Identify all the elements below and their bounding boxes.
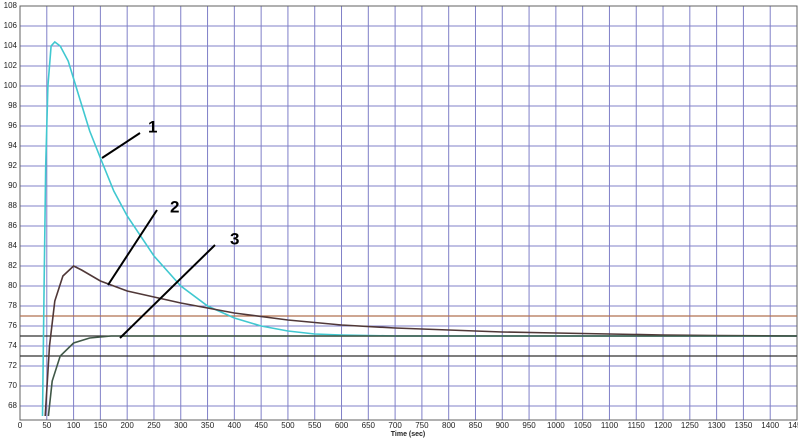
- y-tick-label: 88: [8, 201, 17, 210]
- y-tick-label: 76: [8, 321, 17, 330]
- x-tick-label: 900: [496, 421, 510, 430]
- y-tick-label: 100: [4, 81, 18, 90]
- x-tick-label: 500: [281, 421, 295, 430]
- x-tick-label: 300: [174, 421, 188, 430]
- x-tick-label: 150: [94, 421, 108, 430]
- line-series: [47, 335, 797, 417]
- x-tick-label: 1350: [735, 421, 753, 430]
- x-tick-label: 100: [67, 421, 81, 430]
- callout-line: [119, 244, 216, 339]
- callout-label: 1: [148, 117, 157, 136]
- x-axis-label: Time (sec): [391, 431, 426, 438]
- y-tick-label: 72: [8, 361, 17, 370]
- x-tick-label: 450: [254, 421, 268, 430]
- x-tick-label: 750: [415, 421, 429, 430]
- x-tick-label: 1250: [681, 421, 699, 430]
- x-tick-label: 250: [147, 421, 161, 430]
- plot-frame: [19, 5, 798, 421]
- y-tick-label: 102: [4, 61, 18, 70]
- x-tick-label: 950: [522, 421, 536, 430]
- x-tick-label: 50: [42, 421, 51, 430]
- x-tick-label: 550: [308, 421, 322, 430]
- y-tick-label: 70: [8, 381, 17, 390]
- y-tick-label: 94: [8, 141, 17, 150]
- x-tick-label: 0: [18, 421, 23, 430]
- callout-line: [101, 132, 141, 159]
- y-tick-label: 84: [8, 241, 17, 250]
- y-tick-label: 96: [8, 121, 17, 130]
- x-tick-label: 1450: [788, 421, 798, 430]
- line-series: [44, 265, 797, 417]
- x-tick-label: 1400: [761, 421, 779, 430]
- x-tick-label: 1300: [708, 421, 726, 430]
- x-tick-label: 200: [120, 421, 134, 430]
- y-tick-label: 104: [4, 41, 18, 50]
- x-tick-label: 1100: [601, 421, 619, 430]
- y-tick-label: 108: [4, 1, 18, 10]
- callout-label: 2: [170, 197, 179, 216]
- x-tick-label: 1000: [547, 421, 565, 430]
- x-tick-label: 1200: [654, 421, 672, 430]
- y-tick-label: 92: [8, 161, 17, 170]
- x-tick-label: 350: [201, 421, 215, 430]
- y-tick-label: 98: [8, 101, 17, 110]
- callout-line: [107, 209, 158, 286]
- callout-label: 3: [230, 229, 239, 248]
- y-tick-label: 82: [8, 261, 17, 270]
- x-tick-label: 800: [442, 421, 456, 430]
- x-tick-label: 400: [228, 421, 242, 430]
- x-tick-label: 850: [469, 421, 483, 430]
- y-tick-label: 90: [8, 181, 17, 190]
- x-tick-label: 1150: [628, 421, 646, 430]
- y-tick-label: 106: [4, 21, 18, 30]
- x-tick-label: 700: [388, 421, 402, 430]
- x-tick-label: 1050: [574, 421, 592, 430]
- y-tick-label: 80: [8, 281, 17, 290]
- y-tick-label: 78: [8, 301, 17, 310]
- y-tick-label: 86: [8, 221, 17, 230]
- y-tick-label: 74: [8, 341, 17, 350]
- x-tick-label: 650: [362, 421, 376, 430]
- y-tick-label: 68: [8, 401, 17, 410]
- x-tick-label: 600: [335, 421, 349, 430]
